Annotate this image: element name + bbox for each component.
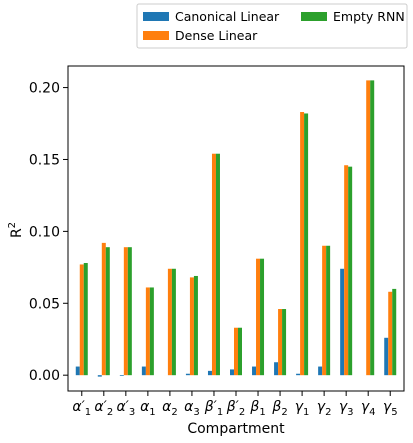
bar-dense-linear-0 [79, 264, 84, 376]
bar-empty-rnn-6 [215, 153, 220, 376]
bar-dense-linear-2 [123, 247, 128, 376]
legend-box [136, 3, 408, 49]
bar-canonical-linear-9 [274, 362, 279, 376]
x-tick-label: γ5 [383, 399, 398, 418]
x-tick-label: α2 [162, 399, 178, 418]
bar-dense-linear-5 [189, 277, 194, 376]
bar-dense-linear-10 [300, 112, 305, 376]
bar-dense-linear-8 [256, 258, 261, 376]
bar-empty-rnn-1 [105, 247, 110, 376]
y-axis: 0.00 0.05 0.10 0.15 0.20 [29, 81, 68, 384]
bar-dense-linear-12 [344, 165, 349, 376]
y-tick-label: 0.15 [29, 152, 60, 168]
bar-canonical-linear-1 [97, 375, 102, 377]
bar-empty-rnn-5 [193, 275, 198, 376]
legend-swatch-dense-linear [143, 31, 169, 40]
bar-canonical-linear-6 [207, 370, 212, 376]
bars-group [75, 80, 397, 377]
bar-dense-linear-9 [278, 309, 283, 376]
bar-empty-rnn-8 [260, 258, 265, 376]
bar-empty-rnn-11 [326, 245, 331, 376]
x-tick-label: γ4 [361, 399, 376, 418]
bar-dense-linear-7 [234, 327, 238, 376]
bar-empty-rnn-4 [171, 268, 176, 376]
x-tick-label: γ1 [295, 399, 310, 418]
bar-canonical-linear-11 [318, 366, 323, 376]
bar-empty-rnn-3 [149, 287, 154, 376]
legend-swatch-canonical-linear [143, 12, 169, 21]
legend-label: Canonical Linear [175, 9, 280, 24]
x-tick-label: β2 [271, 399, 287, 418]
y-tick-label: 0.00 [29, 368, 60, 384]
legend-label: Dense Linear [175, 28, 258, 43]
bar-canonical-linear-2 [119, 375, 124, 376]
bar-dense-linear-1 [101, 242, 106, 376]
x-tick-label: γ2 [317, 399, 332, 418]
y-tick-label: 0.10 [29, 224, 60, 240]
bar-dense-linear-6 [211, 153, 216, 376]
bar-canonical-linear-0 [75, 366, 80, 376]
bar-dense-linear-14 [388, 291, 393, 376]
bar-canonical-linear-5 [185, 373, 190, 376]
bar-dense-linear-11 [322, 245, 327, 376]
bar-empty-rnn-2 [127, 247, 132, 376]
x-tick-label: β′2 [226, 399, 246, 418]
bar-canonical-linear-12 [340, 268, 345, 376]
bar-canonical-linear-7 [230, 369, 234, 376]
x-tick-label: α′3 [116, 399, 135, 418]
y-tick-label: 0.05 [29, 296, 60, 312]
bar-canonical-linear-3 [141, 366, 146, 376]
legend: Canonical Linear Dense Linear Empty RNN [136, 3, 408, 49]
bar-canonical-linear-8 [252, 366, 257, 376]
bar-empty-rnn-10 [304, 113, 309, 376]
bar-dense-linear-4 [167, 268, 172, 376]
bar-empty-rnn-0 [83, 263, 88, 376]
bar-dense-linear-13 [366, 80, 371, 376]
x-tick-label: β1 [249, 399, 265, 418]
bar-empty-rnn-9 [282, 309, 287, 376]
x-tick-label: β′1 [204, 399, 224, 418]
x-tick-label: α3 [184, 399, 200, 418]
y-axis-label: R2 [7, 222, 25, 238]
x-axis: α′1 α′2 α′3 α1 α2 α3 β′1 β′2 β1 β2 γ1 γ2 γ3 γ4 γ5 [72, 391, 398, 418]
bar-dense-linear-3 [145, 287, 150, 376]
legend-swatch-empty-rnn [301, 12, 327, 21]
x-axis-label: Compartment [187, 421, 285, 437]
bar-empty-rnn-14 [392, 288, 397, 376]
x-tick-label: α′2 [94, 399, 113, 418]
bar-empty-rnn-12 [348, 166, 353, 376]
x-tick-label: α1 [140, 399, 156, 418]
bar-canonical-linear-10 [296, 373, 301, 376]
y-tick-label: 0.20 [29, 81, 60, 97]
x-tick-label: α′1 [72, 399, 91, 418]
bar-empty-rnn-13 [370, 80, 375, 376]
bar-canonical-linear-14 [384, 337, 389, 376]
x-tick-label: γ3 [339, 399, 354, 418]
bar-empty-rnn-7 [238, 327, 242, 376]
legend-label: Empty RNN [333, 9, 405, 24]
